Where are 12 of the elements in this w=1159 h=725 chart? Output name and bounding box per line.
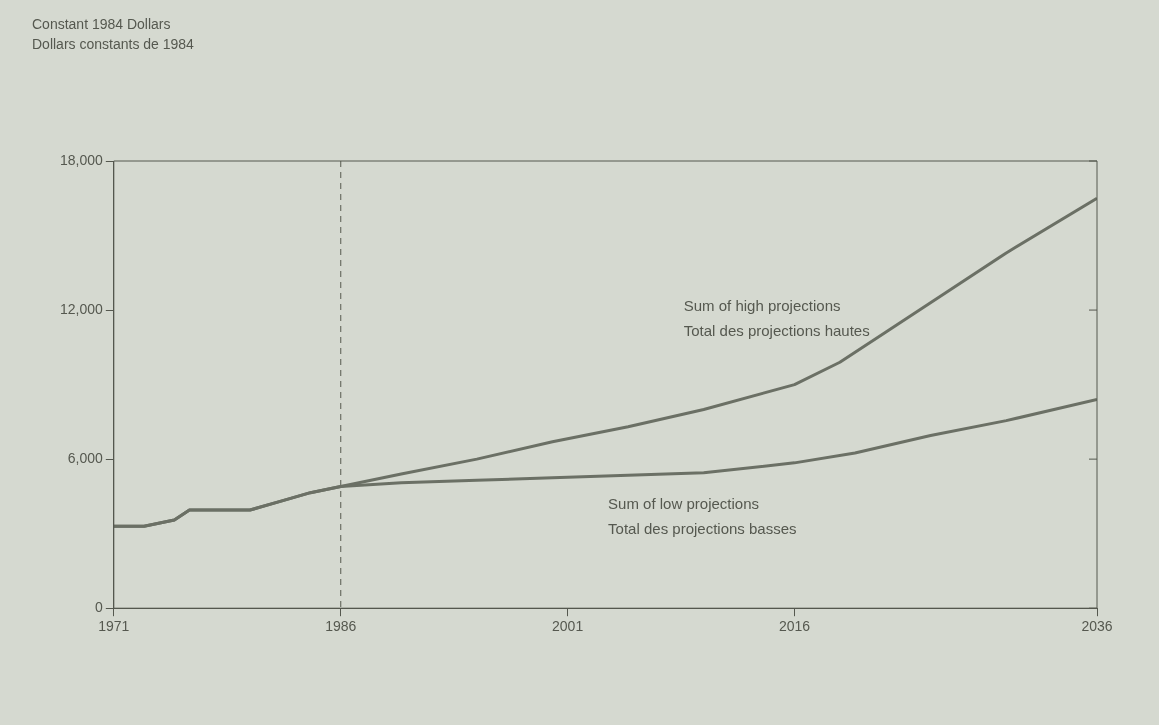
- y-tick-label: 18,000: [59, 151, 104, 168]
- text: Constant 1984 Dollars Dollars constants de 1984: [32, 15, 194, 54]
- y-tick-label: 0: [95, 599, 104, 616]
- series-label: Sum of high projections Total des projections hautes: [683, 297, 870, 340]
- y-tick-label: 12,000: [59, 300, 104, 317]
- series-label: Sum of low projections Total des projections basses: [608, 494, 797, 537]
- y-tick-label: 6,000: [67, 449, 104, 466]
- x-tick-label: 2016: [778, 618, 811, 635]
- x-tick-label: 2036: [1081, 618, 1113, 635]
- x-tick-label: 1986: [325, 618, 357, 635]
- x-tick-label: 1971: [98, 618, 130, 635]
- x-tick-label: 2001: [552, 618, 584, 635]
